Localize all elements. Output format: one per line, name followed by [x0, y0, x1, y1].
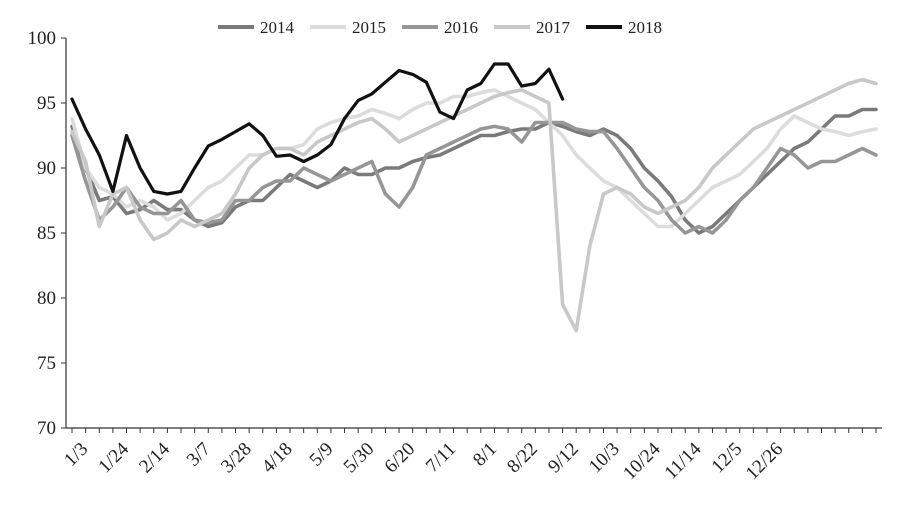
y-tick-label: 80 [37, 288, 56, 309]
legend: 2014 2015 2016 2017 2018 [218, 18, 662, 37]
y-tick-label: 85 [37, 223, 56, 244]
series-lines [70, 62, 878, 333]
y-tick-label: 95 [37, 93, 56, 114]
legend-label-2017: 2017 [536, 18, 571, 37]
legend-label-2014: 2014 [260, 18, 295, 37]
x-tick-label: 8/22 [503, 439, 542, 478]
x-tick-label: 5/30 [340, 439, 379, 478]
x-tick-labels: 1/3 1/24 2/14 3/7 3/28 4/18 5/9 5/30 6/20 7/11 8/1… [60, 438, 787, 484]
legend-label-2016: 2016 [444, 18, 478, 37]
y-tick-label: 100 [28, 28, 57, 49]
x-tick-label: 12/5 [708, 439, 747, 478]
x-tick-label: 11/14 [661, 438, 706, 483]
x-tick-label: 9/12 [544, 439, 583, 478]
series-line-2018 [70, 62, 565, 196]
x-tick-label: 12/26 [742, 439, 787, 484]
axes [61, 37, 882, 433]
x-tick-label: 4/18 [258, 439, 297, 478]
y-tick-label: 70 [37, 418, 56, 439]
x-tick-label: 6/20 [381, 439, 420, 478]
y-tick-label: 75 [37, 353, 56, 374]
legend-label-2015: 2015 [352, 18, 386, 37]
x-tick-label: 10/3 [585, 439, 624, 478]
x-tick-label: 2/14 [135, 438, 174, 477]
x-tick-label: 3/7 [183, 439, 215, 471]
series-line-2015 [70, 88, 878, 229]
x-tick-label: 1/3 [60, 439, 92, 471]
y-tick-label: 90 [37, 158, 56, 179]
series-line-2017 [70, 77, 878, 333]
x-tick-label: 5/9 [306, 439, 338, 471]
x-tick-label: 3/28 [217, 439, 256, 478]
x-tick-label: 8/1 [469, 439, 501, 471]
x-tick-label: 10/24 [619, 438, 665, 484]
legend-label-2018: 2018 [628, 18, 662, 37]
x-tick-label: 1/24 [94, 438, 133, 477]
y-tick-labels: 70 75 80 85 90 95 100 [28, 28, 57, 439]
x-tick-label: 7/11 [422, 439, 460, 477]
